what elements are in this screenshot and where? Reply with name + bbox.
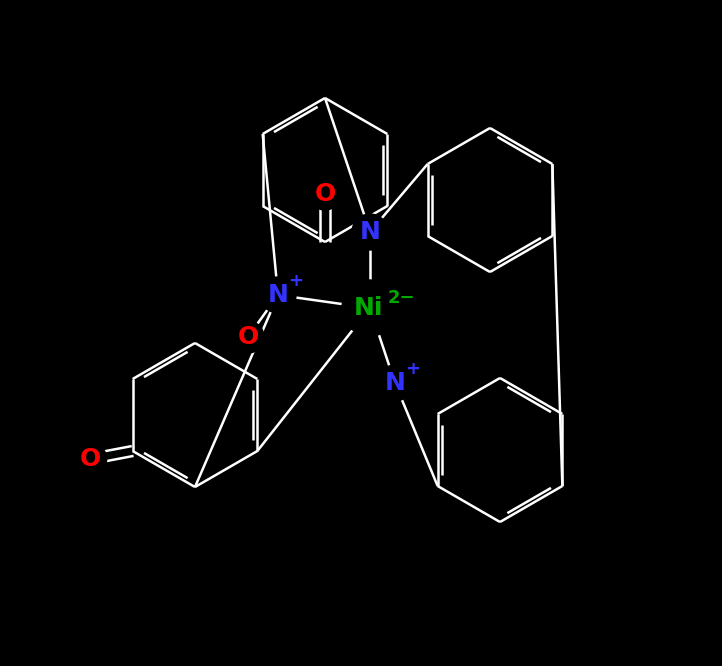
Circle shape — [352, 214, 388, 250]
Circle shape — [232, 321, 264, 353]
Circle shape — [309, 178, 341, 210]
Text: 2−: 2− — [388, 289, 416, 307]
Text: O: O — [80, 447, 101, 471]
Circle shape — [377, 365, 413, 401]
Text: N: N — [268, 283, 288, 307]
Text: N: N — [360, 220, 380, 244]
Text: Ni: Ni — [353, 296, 383, 320]
Circle shape — [260, 277, 296, 313]
Text: N: N — [385, 371, 406, 395]
Circle shape — [74, 443, 107, 475]
Text: +: + — [289, 272, 303, 290]
Text: O: O — [314, 182, 336, 206]
Circle shape — [342, 280, 398, 336]
Text: +: + — [406, 360, 420, 378]
Text: O: O — [238, 325, 258, 349]
